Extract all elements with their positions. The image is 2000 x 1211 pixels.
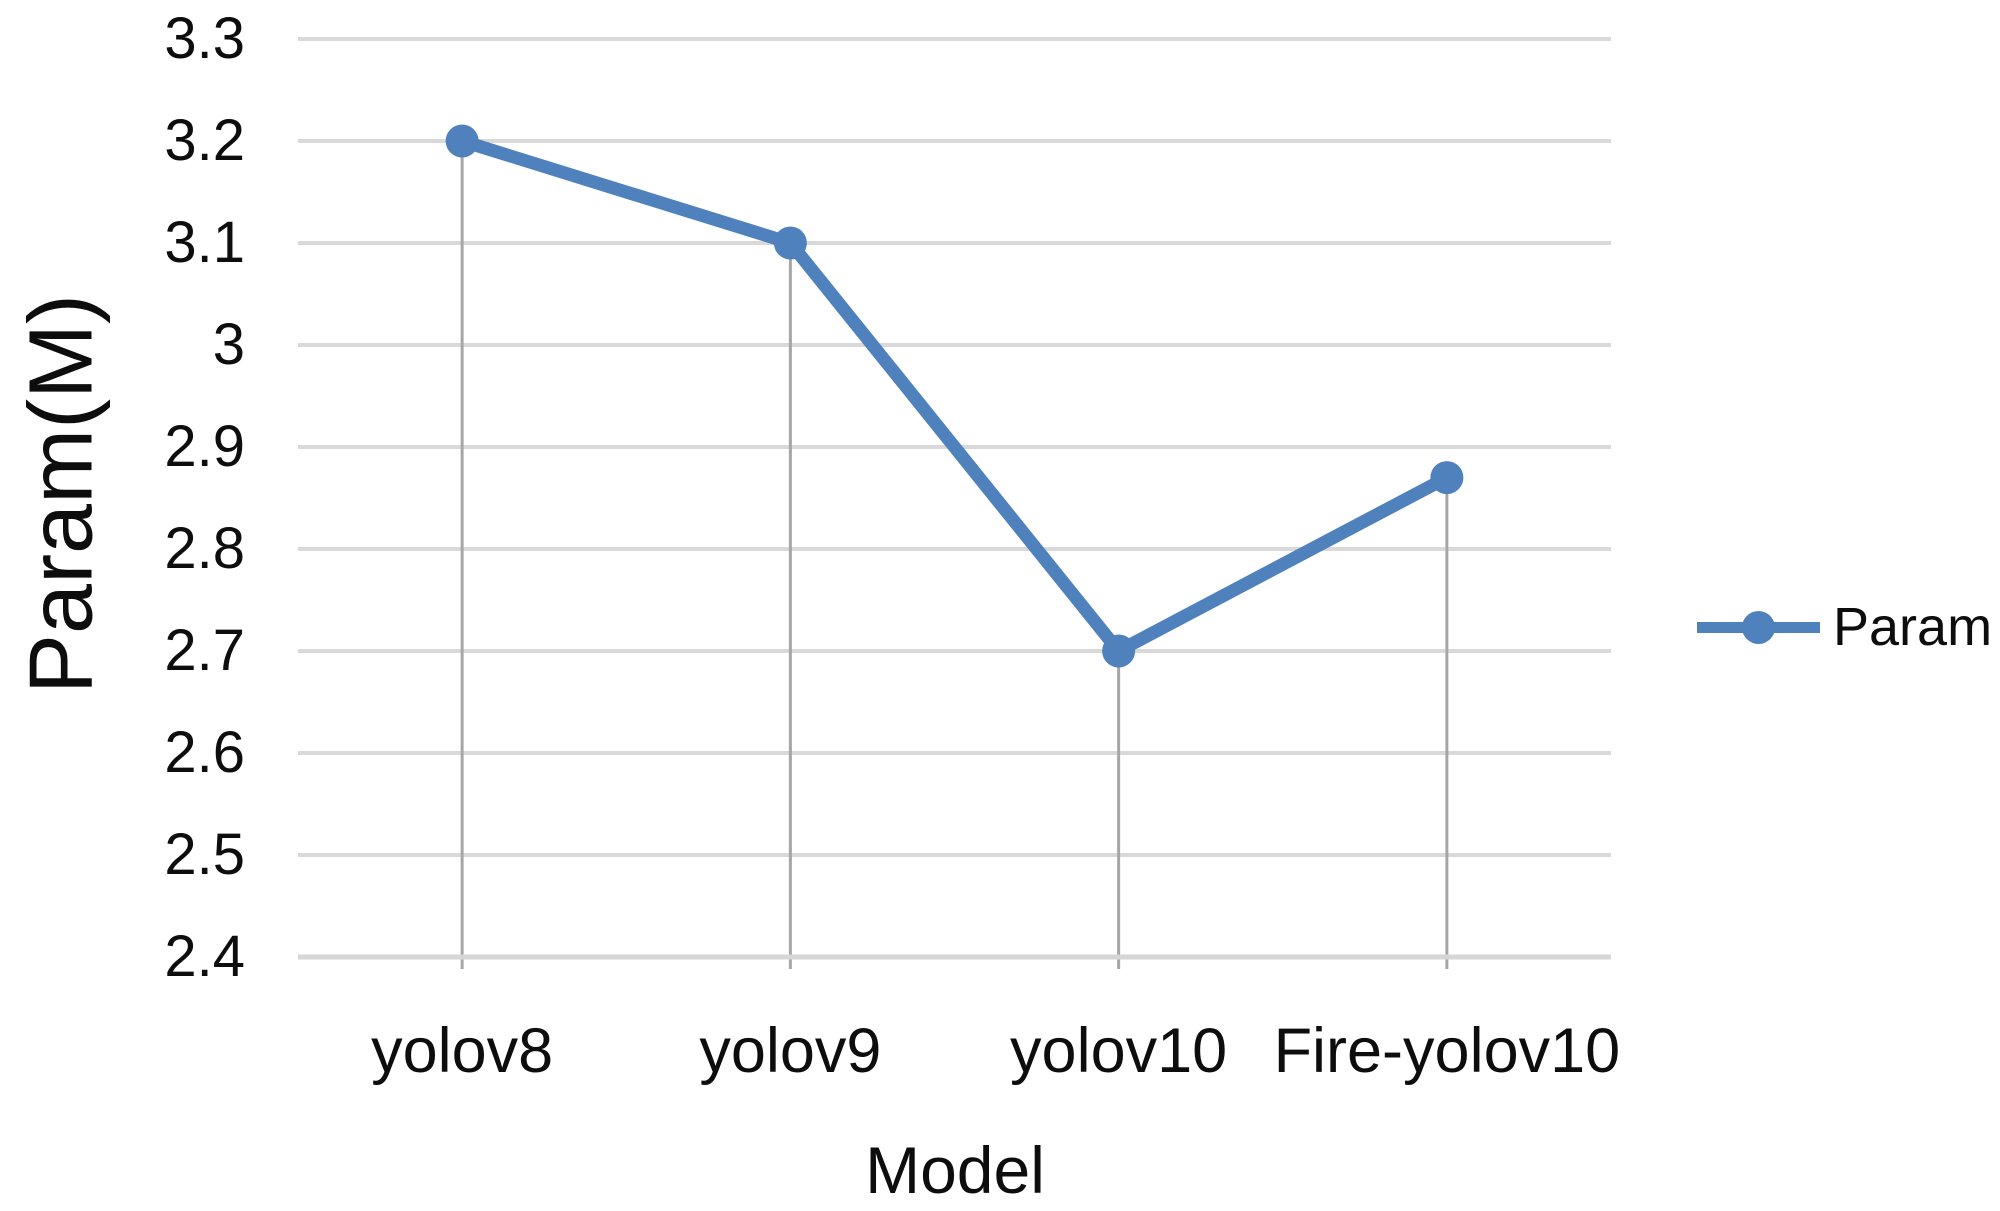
y-tick-label: 3.1 <box>164 210 245 275</box>
data-point-marker <box>1102 634 1136 668</box>
y-tick-label: 2.7 <box>164 618 245 683</box>
legend: Param <box>1697 594 1992 660</box>
x-tick-label: yolov8 <box>371 1016 554 1086</box>
y-tick-label: 3.2 <box>164 108 245 173</box>
y-tick-label: 2.5 <box>164 822 245 887</box>
y-tick-label: 3.3 <box>164 6 245 71</box>
data-point-marker <box>445 124 479 158</box>
x-tick-label: yolov9 <box>699 1016 882 1086</box>
series-line <box>455 134 1454 658</box>
y-tick-label: 2.6 <box>164 720 245 785</box>
y-tick-label: 2.4 <box>164 924 245 989</box>
legend-label: Param <box>1833 597 1993 657</box>
legend-dot-icon <box>1742 610 1775 644</box>
data-point-marker <box>773 226 807 260</box>
y-tick-label: 2.8 <box>164 516 245 581</box>
x-tick-label: Fire-yolov10 <box>1273 1016 1621 1086</box>
data-point-marker <box>1430 461 1464 495</box>
y-axis-title: Param(M) <box>11 294 112 694</box>
x-tick-label: yolov10 <box>1010 1016 1228 1086</box>
legend-line-marker-icon <box>1697 610 1820 644</box>
y-tick-label: 3 <box>212 312 245 377</box>
x-axis-title: Model <box>865 1133 1045 1207</box>
y-tick-label: 2.9 <box>164 414 245 479</box>
